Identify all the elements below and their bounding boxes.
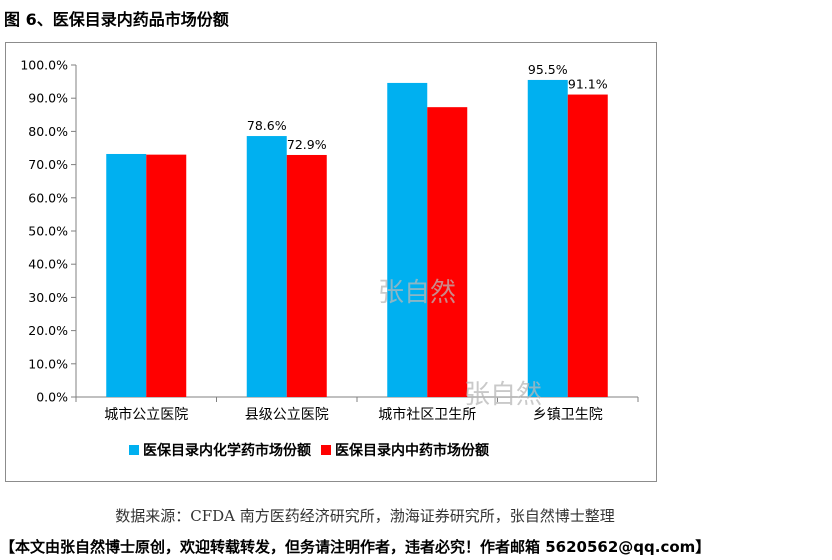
watermark-text: 张自然: [378, 278, 456, 308]
y-tick-label: 10.0%: [28, 356, 68, 371]
y-tick-label: 20.0%: [28, 323, 68, 338]
bar: [427, 107, 468, 397]
x-category-label: 乡镇卫生院: [533, 407, 603, 423]
chart-frame: 0.0% 10.0% 20.0% 30.0% 40.0% 50.0% 60.0% 70.0% 8…: [5, 42, 657, 482]
copyright-notice: 【本文由张自然博士原创，欢迎转载转发，但务请注明作者，违者必究！作者邮箱 562…: [0, 538, 711, 556]
data-label: 78.6%: [247, 118, 287, 133]
y-tick-label: 70.0%: [28, 157, 68, 172]
y-tick-label: 100.0%: [20, 58, 68, 73]
y-tick-label: 0.0%: [36, 390, 68, 405]
watermark-text: 张自然: [464, 380, 542, 410]
x-category-label: 县级公立医院: [245, 407, 329, 423]
legend-label: 医保目录内化学药市场份额: [143, 442, 311, 459]
y-tick-label: 50.0%: [28, 224, 68, 239]
y-tick-label: 80.0%: [28, 124, 68, 139]
x-category-label: 城市公立医院: [104, 406, 188, 423]
y-tick-label: 60.0%: [28, 190, 68, 205]
figure-title: 图 6、医保目录内药品市场份额: [4, 10, 229, 29]
source-note: 数据来源：CFDA 南方医药经济研究所，渤海证券研究所，张自然博士整理: [115, 507, 615, 525]
y-tick-label: 90.0%: [28, 91, 68, 106]
y-tick-label: 30.0%: [28, 290, 68, 305]
bar-chart: 0.0% 10.0% 20.0% 30.0% 40.0% 50.0% 60.0% 70.0% 8…: [20, 58, 639, 459]
y-tick-label: 40.0%: [28, 257, 68, 272]
bar: [246, 136, 287, 397]
bar: [527, 79, 568, 397]
legend-swatch: [321, 445, 331, 455]
x-category-label: 城市社区卫生所: [378, 406, 476, 423]
data-label: 72.9%: [287, 137, 327, 152]
data-label: 95.5%: [528, 62, 568, 77]
bar: [567, 94, 608, 397]
legend-label: 医保目录内中药市场份额: [335, 442, 489, 459]
bar: [146, 154, 187, 397]
bar: [387, 82, 428, 397]
legend-swatch: [129, 445, 139, 455]
bar: [106, 153, 147, 397]
bar: [286, 154, 327, 397]
data-label: 91.1%: [568, 77, 608, 92]
